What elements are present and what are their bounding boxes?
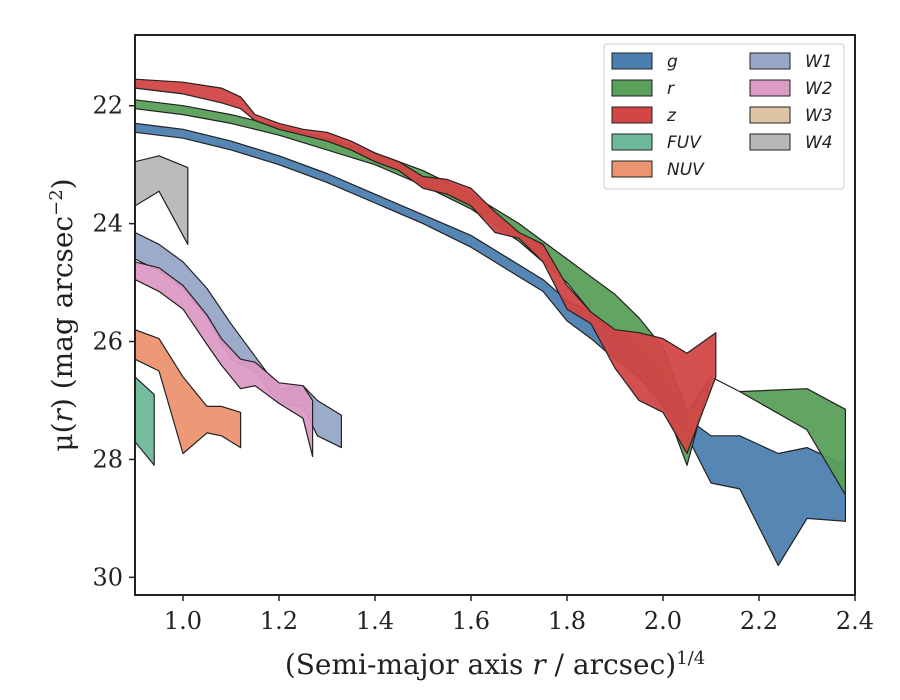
legend-swatch-w1	[749, 52, 791, 70]
y-tick-label: 22	[92, 92, 123, 120]
x-tick-label: 1.2	[260, 607, 298, 635]
legend-label-w1: W1	[805, 52, 833, 72]
band-w4	[135, 155, 189, 245]
legend-label-g: g	[667, 52, 678, 72]
band-w2	[135, 261, 314, 458]
legend-label-w2: W2	[805, 79, 833, 99]
legend-swatch-w4	[749, 133, 791, 151]
legend-swatch-w2	[749, 79, 791, 97]
legend-label-fuv: FUV	[667, 133, 702, 153]
legend-label-r: r	[667, 79, 675, 99]
x-tick-label: 1.8	[548, 607, 586, 635]
legend-label-nuv: NUV	[667, 160, 705, 180]
y-tick-label: 28	[92, 445, 123, 473]
y-tick-label: 24	[92, 210, 123, 238]
legend-swatch-nuv	[611, 160, 653, 178]
x-tick-label: 2.0	[644, 607, 682, 635]
plot-frame	[134, 34, 856, 596]
legend: grz FUV NUV W1 W2 W3 W4	[603, 43, 845, 190]
x-tick-label: 1.6	[452, 607, 490, 635]
legend-label-w4: W4	[805, 133, 833, 153]
y-axis-title: μ(r) (mag arcsec−2)	[46, 178, 80, 451]
y-tick-label: 26	[92, 328, 123, 356]
y-tick-label: 30	[92, 563, 123, 591]
x-tick-label: 1.0	[164, 607, 202, 635]
legend-swatch-w3	[749, 106, 791, 124]
bands-layer	[135, 78, 847, 567]
legend-label-w3: W3	[805, 106, 833, 126]
legend-swatch-z	[611, 106, 653, 124]
legend-swatch-fuv	[611, 133, 653, 151]
band-fuv	[135, 376, 155, 466]
band-g	[135, 122, 847, 567]
x-axis-title: (Semi-major axis r / arcsec)1/4	[285, 648, 705, 682]
y-axis: 22 24 26 28 30	[92, 92, 135, 591]
x-axis: 1.0 1.2 1.4 1.6 1.8 2.0 2.2 2.4	[164, 595, 874, 635]
band-z	[135, 78, 717, 455]
x-tick-label: 1.4	[356, 607, 394, 635]
legend-swatch-g	[611, 52, 653, 70]
x-tick-label: 2.4	[836, 607, 874, 635]
legend-swatch-r	[611, 79, 653, 97]
x-tick-label: 2.2	[740, 607, 778, 635]
band-nuv	[135, 329, 242, 455]
legend-label-z: z	[666, 106, 677, 126]
